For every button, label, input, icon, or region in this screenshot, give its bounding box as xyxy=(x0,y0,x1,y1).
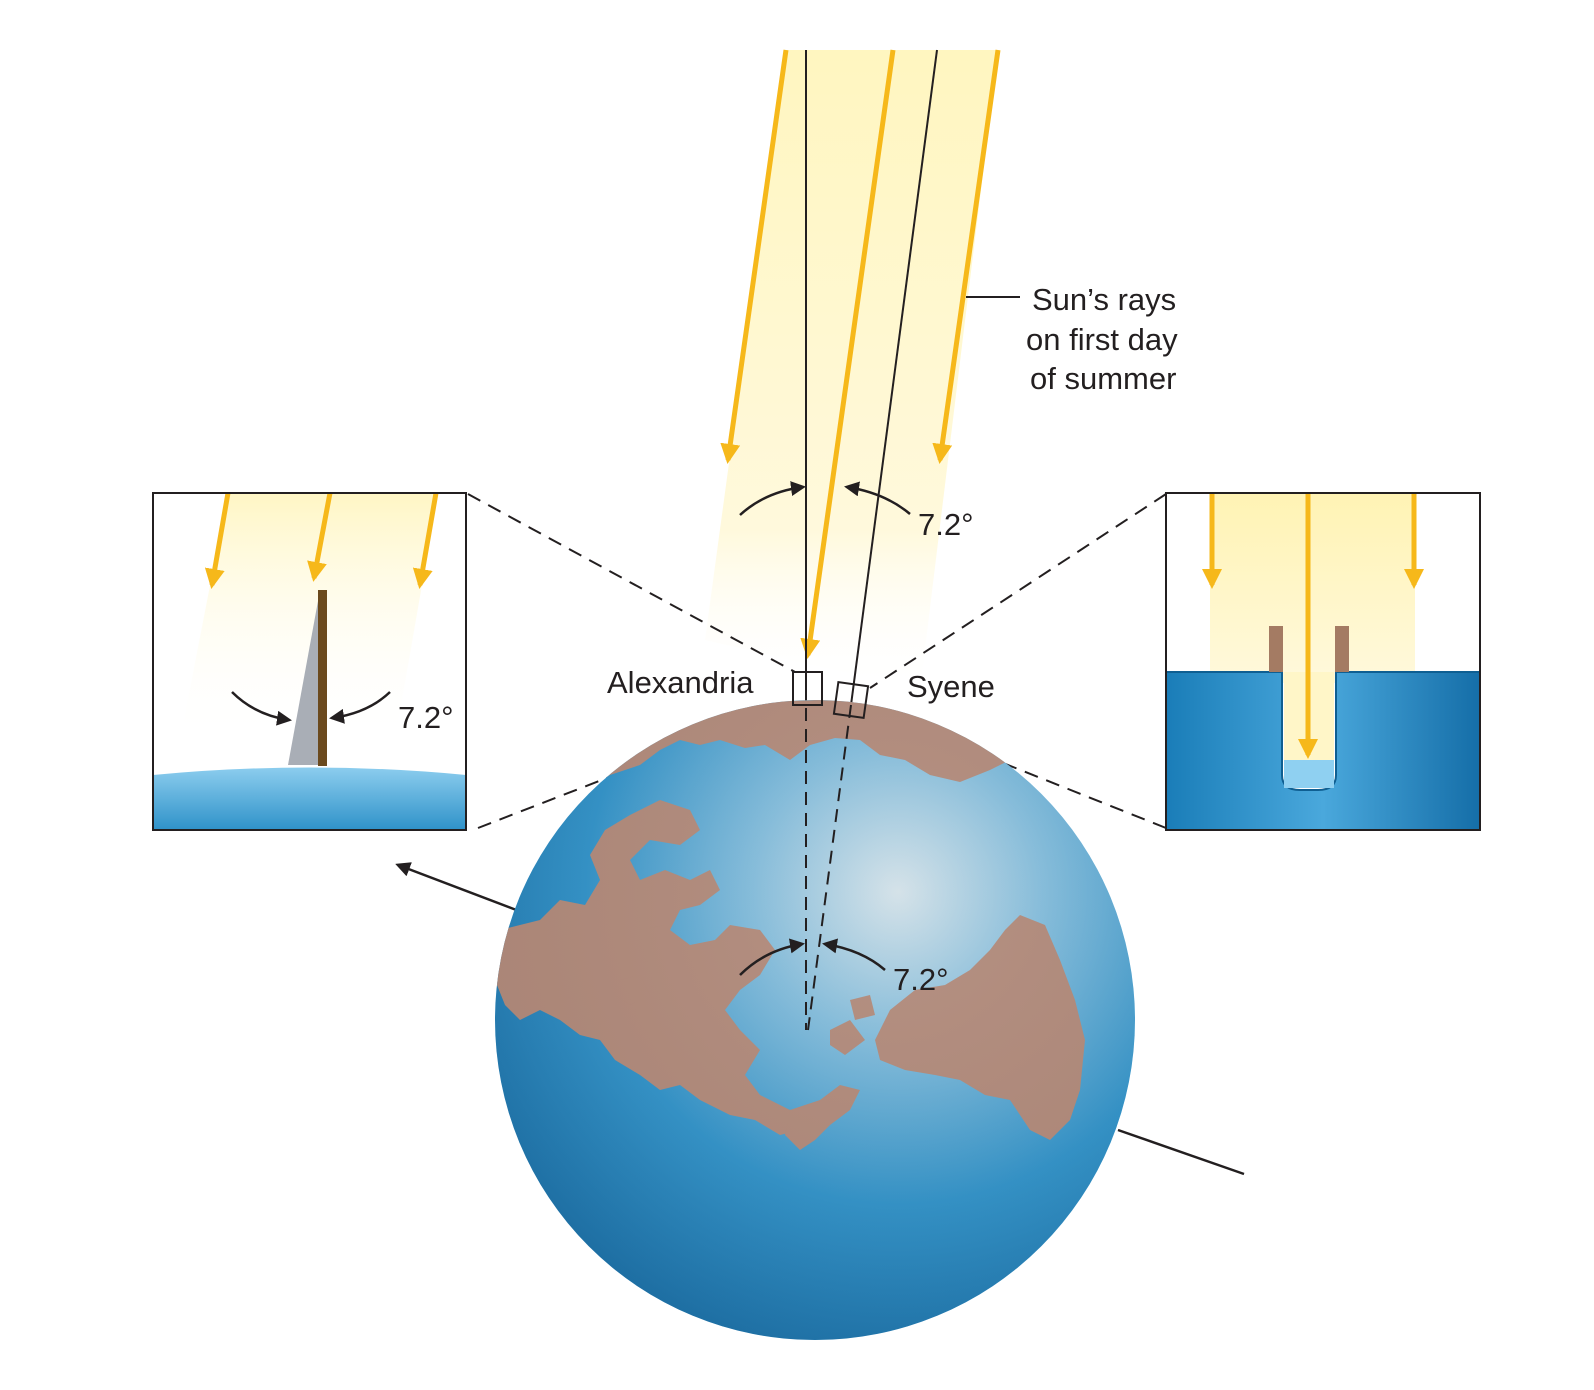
ground xyxy=(153,767,466,830)
sun-ray-icon xyxy=(800,49,896,659)
earth-axis xyxy=(1117,1128,1245,1176)
arrow-icon xyxy=(329,691,391,724)
arrow-icon xyxy=(844,481,911,515)
alexandria-inset xyxy=(152,492,467,831)
angle-arcs-top xyxy=(739,481,911,516)
sun-ray-icon xyxy=(932,49,1001,464)
angle-top-label: 7.2° xyxy=(918,507,974,542)
stick-shadow xyxy=(288,590,326,765)
reference-lines xyxy=(805,49,1020,708)
angle-center-label: 7.2° xyxy=(893,962,949,997)
city-syene-label: Syene xyxy=(907,669,995,704)
sun-rays-label-line2: on first day xyxy=(1026,322,1178,357)
syene-marker xyxy=(832,680,870,720)
alexandria-marker xyxy=(792,671,823,706)
arrow-icon xyxy=(739,481,806,516)
angle-inset-label: 7.2° xyxy=(398,700,454,735)
sun-ray-arrows xyxy=(720,49,1001,659)
sun-ray-icon xyxy=(720,49,789,464)
well-icon xyxy=(1166,672,1480,830)
arrow-icon xyxy=(739,938,805,976)
city-alexandria-label: Alexandria xyxy=(607,665,754,700)
earth-globe xyxy=(395,671,1245,1340)
arrow-icon xyxy=(822,938,886,971)
earth-axis xyxy=(395,862,520,913)
labels: Sun’s rays on first day of summer 7.2° 7… xyxy=(398,282,1178,997)
sun-rays-label-line1: Sun’s rays xyxy=(1032,282,1176,317)
sun-rays-label-line3: of summer xyxy=(1030,361,1176,396)
sun-ray-beam xyxy=(705,50,998,690)
syene-inset xyxy=(1165,492,1481,831)
ray-line-syene xyxy=(850,49,938,706)
arrow-icon xyxy=(231,691,292,726)
obelisk-stick-icon xyxy=(318,590,327,766)
